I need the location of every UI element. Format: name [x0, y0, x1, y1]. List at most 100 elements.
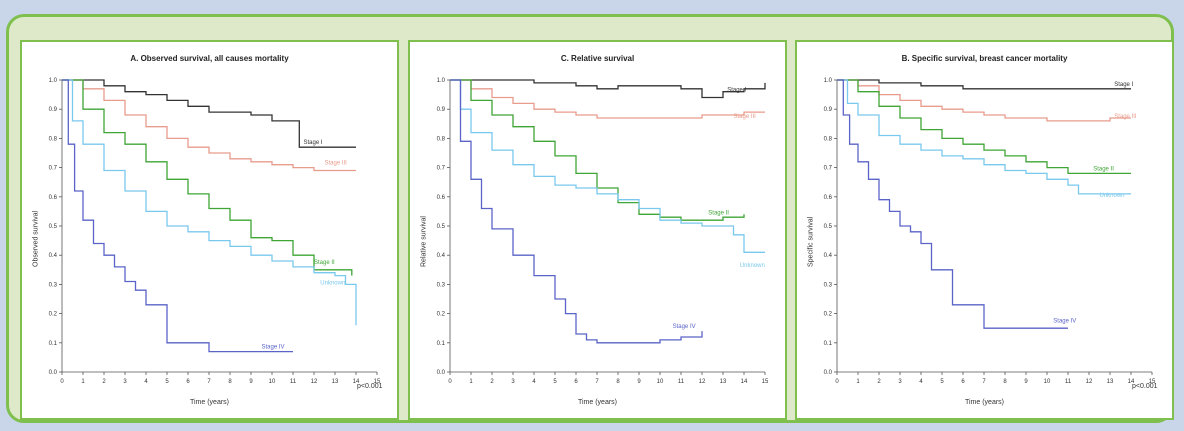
series-line-unknown: [837, 79, 1131, 195]
series-line-stage-iv: [450, 79, 703, 344]
series-line-unknown: [450, 79, 765, 253]
panel-specific-survival: 0.0 0.1 0.2 0.3 0.4 0.5 0.6 0.7 0.8 0.9 1.0 0 1 2 3 4 5 6…: [795, 40, 1174, 420]
y-tick-label: 0.6: [49, 195, 58, 201]
panel-observed-survival: 0.0 0.1 0.2 0.3 0.4 0.5 0.6 0.7 0.8 0.9 1.0 0 1 2 3 4 5 6…: [20, 40, 399, 420]
x-tick-label: 10: [657, 379, 664, 385]
x-axis-label: Time (years): [577, 399, 618, 406]
x-tick-label: 13: [720, 379, 727, 385]
y-tick-label: 0.4: [49, 253, 58, 259]
series-line-stage-ii: [837, 79, 1131, 175]
x-tick-label: 2: [102, 379, 106, 385]
x-tick-label: 8: [616, 379, 620, 385]
x-tick-label: 1: [469, 379, 473, 385]
x-tick-label: 10: [1044, 379, 1051, 385]
panel-relative-survival: 0.0 0.1 0.2 0.3 0.4 0.5 0.6 0.7 0.8 0.9 1.0 0 1 2 3 4 5 6…: [408, 40, 787, 420]
x-tick-label: 14: [353, 379, 360, 385]
x-tick-label: 5: [940, 379, 944, 385]
series-line-stage-i: [837, 79, 1131, 90]
y-tick-label: 0.3: [437, 282, 446, 288]
x-tick-label: 1: [81, 379, 85, 385]
series-label-stage-iv: Stage IV: [673, 324, 696, 330]
series-line-unknown: [62, 79, 357, 326]
x-tick-label: 4: [919, 379, 923, 385]
x-tick-label: 15: [374, 379, 381, 385]
x-tick-label: 9: [637, 379, 641, 385]
x-tick-label: 0: [448, 379, 452, 385]
y-tick-label: 0.7: [49, 166, 58, 172]
p-value-annotation: p<0.001: [357, 383, 383, 390]
x-tick-label: 14: [1128, 379, 1135, 385]
x-tick-label: 1: [856, 379, 860, 385]
y-tick-label: 0.9: [824, 107, 833, 113]
x-tick-label: 4: [532, 379, 536, 385]
y-tick-label: 0.5: [824, 224, 833, 230]
series-label-stage-iii: Stage III: [734, 114, 757, 120]
y-tick-label: 0.8: [437, 136, 446, 142]
p-value-annotation: p<0.001: [1132, 383, 1158, 390]
series-label-stage-iv: Stage IV: [262, 345, 285, 351]
x-tick-label: 13: [332, 379, 339, 385]
y-tick-label: 0.3: [824, 282, 833, 288]
x-tick-label: 11: [678, 379, 685, 385]
x-tick-label: 8: [228, 379, 232, 385]
y-tick-label: 0.9: [49, 107, 58, 113]
series-line-stage-iii: [450, 79, 765, 119]
y-tick-label: 1.0: [437, 78, 446, 84]
series-label-unknown: Unknown: [740, 263, 765, 269]
chart-observed-survival: 0.00.10.20.30.40.50.60.70.80.91.00 1 2 3 4 5 6…: [49, 78, 381, 385]
x-tick-label: 11: [290, 379, 297, 385]
y-tick-label: 0.5: [49, 224, 58, 230]
x-tick-label: 12: [311, 379, 318, 385]
x-tick-label: 3: [898, 379, 902, 385]
y-tick-label: 0.1: [824, 341, 833, 347]
x-tick-label: 3: [511, 379, 515, 385]
x-axis-label: Time (years): [189, 399, 230, 406]
y-tick-label: 0.8: [824, 136, 833, 142]
y-tick-label: 0.6: [437, 195, 446, 201]
x-tick-label: 2: [877, 379, 881, 385]
chart-title: C. Relative survival: [560, 54, 635, 63]
series-line-stage-iv: [837, 79, 1068, 329]
series-label-unknown: Unknown: [320, 280, 345, 286]
series-line-stage-i: [62, 79, 356, 148]
y-tick-label: 0.6: [824, 195, 833, 201]
y-tick-label: 0.4: [437, 253, 446, 259]
y-tick-label: 0.8: [49, 136, 58, 142]
series-label-stage-ii: Stage II: [1093, 167, 1114, 173]
series-label-stage-iv: Stage IV: [1053, 318, 1076, 324]
y-tick-label: 0.7: [437, 166, 446, 172]
series-label-stage-i: Stage I: [1114, 82, 1133, 88]
series-line-stage-ii: [62, 79, 353, 276]
series-line-stage-iii: [62, 79, 356, 172]
y-tick-label: 0.0: [437, 370, 446, 376]
x-tick-label: 10: [269, 379, 276, 385]
y-axis-label: Observed survival: [32, 210, 40, 267]
y-tick-label: 0.1: [49, 341, 58, 347]
x-tick-label: 7: [595, 379, 599, 385]
series-label-stage-ii: Stage II: [314, 260, 335, 266]
x-tick-label: 0: [835, 379, 839, 385]
y-tick-label: 0.9: [437, 107, 446, 113]
x-tick-label: 12: [1086, 379, 1093, 385]
x-tick-label: 3: [123, 379, 127, 385]
series-label-stage-ii: Stage II: [708, 210, 729, 216]
x-tick-label: 7: [982, 379, 986, 385]
x-tick-label: 15: [1149, 379, 1156, 385]
chart-specific-survival: 0.00.10.20.30.40.50.60.70.80.91.00 1 2 3 4 5 6…: [824, 78, 1156, 385]
x-tick-label: 9: [249, 379, 253, 385]
x-tick-label: 0: [60, 379, 64, 385]
x-tick-label: 9: [1024, 379, 1028, 385]
series-line-stage-ii: [450, 79, 745, 221]
chart-title: B. Specific survival, breast cancer mort…: [901, 54, 1068, 63]
series-line-stage-iii: [837, 79, 1131, 122]
y-tick-label: 0.2: [49, 312, 58, 318]
series-label-stage-iii: Stage III: [1114, 114, 1137, 120]
y-axis-label: Specific survival: [807, 216, 815, 267]
y-tick-label: 0.7: [824, 166, 833, 172]
x-tick-label: 6: [961, 379, 965, 385]
y-tick-label: 1.0: [824, 78, 833, 84]
x-tick-label: 8: [1003, 379, 1007, 385]
chart-title: A. Observed survival, all causes mortali…: [130, 54, 289, 63]
series-label-stage-i: Stage I: [304, 140, 323, 146]
y-tick-label: 0.2: [824, 312, 833, 318]
